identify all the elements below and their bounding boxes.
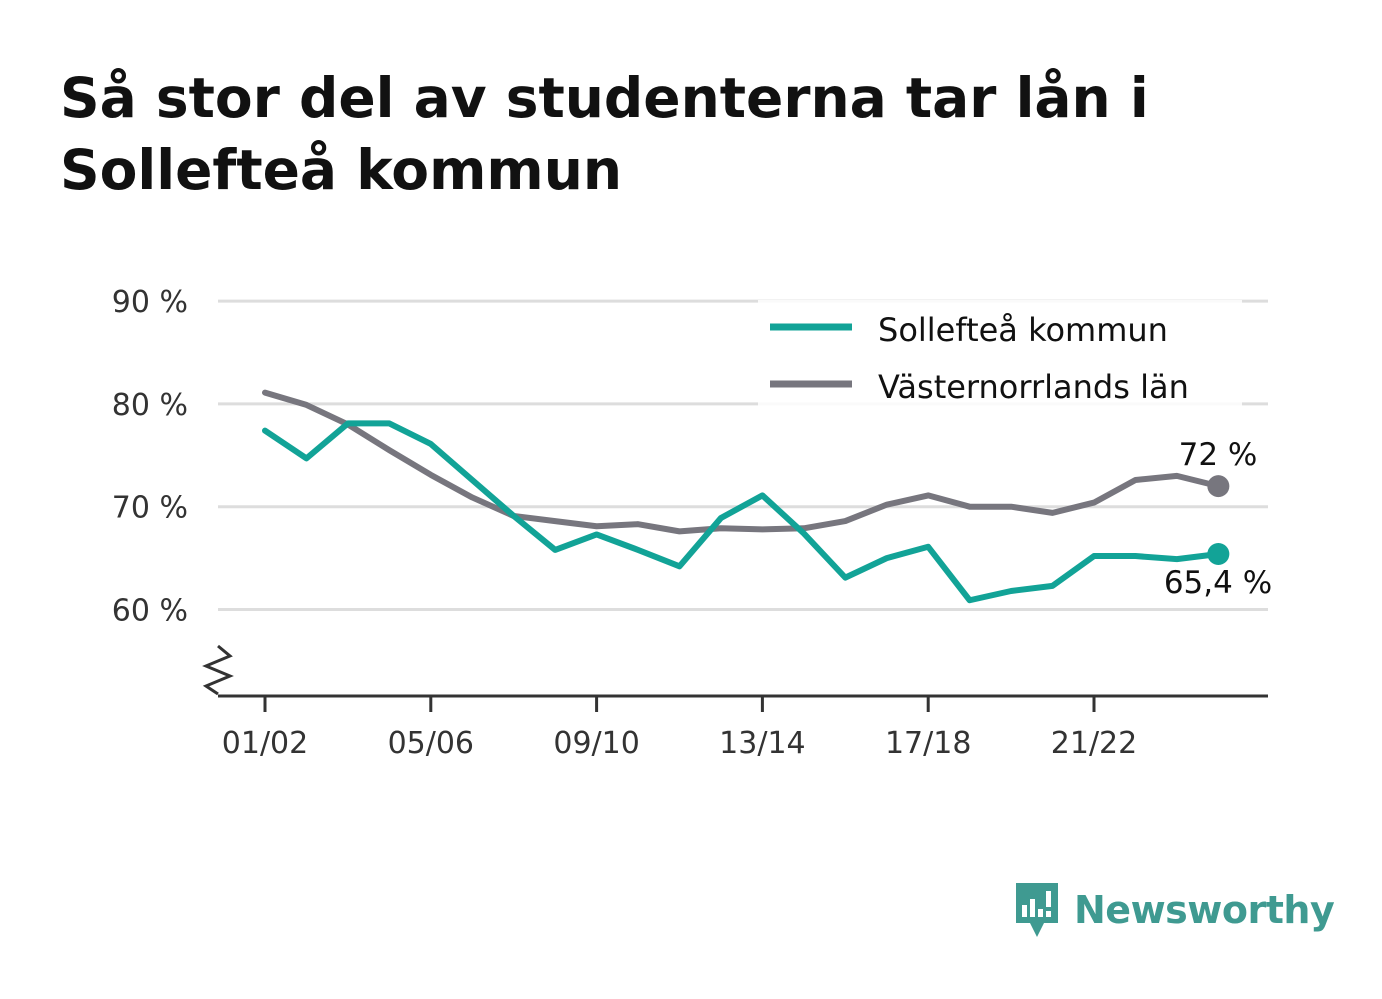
x-tick-label: 21/22 [1051, 726, 1137, 761]
end-label-sollefteå: 65,4 % [1164, 565, 1272, 601]
x-tick-label: 13/14 [719, 726, 805, 761]
sollefteå-line [262, 420, 1222, 604]
x-tick-label: 09/10 [553, 726, 639, 761]
legend: Sollefteå kommun Västernorrlands län [758, 300, 1242, 408]
series-lines [262, 389, 1230, 604]
y-axis-break-icon [202, 644, 234, 696]
newsworthy-logo[interactable]: Newsworthy [1012, 880, 1335, 940]
x-axis [202, 644, 1268, 712]
sollefteå-end-point [1207, 542, 1230, 565]
newsworthy-bar-chart-icon [1016, 883, 1058, 937]
y-tick-label: 60 % [112, 594, 188, 629]
legend-background [758, 300, 1242, 408]
y-tick-label: 70 % [112, 491, 188, 526]
end-label-vasternorrland: 72 % [1179, 437, 1258, 473]
y-tick-labels: 60 % 70 % 80 % 90 % [112, 285, 188, 628]
chart-title: Så stor del av studenterna tar lån i Sol… [60, 66, 1149, 202]
vasternorrland-line [262, 389, 1222, 535]
legend-label-vasternorrland: Västernorrlands län [878, 368, 1189, 406]
x-tick-label: 01/02 [222, 726, 308, 761]
x-tick-labels: 01/02 05/06 09/10 13/14 17/18 21/22 [222, 726, 1137, 761]
x-tick-label: 05/06 [388, 726, 474, 761]
y-tick-label: 90 % [112, 285, 188, 320]
vasternorrland-end-point [1207, 475, 1230, 498]
x-tick-label: 17/18 [885, 726, 971, 761]
logo-text: Newsworthy [1074, 888, 1335, 932]
y-tick-label: 80 % [112, 388, 188, 423]
legend-label-sollefteå: Sollefteå kommun [878, 311, 1168, 349]
